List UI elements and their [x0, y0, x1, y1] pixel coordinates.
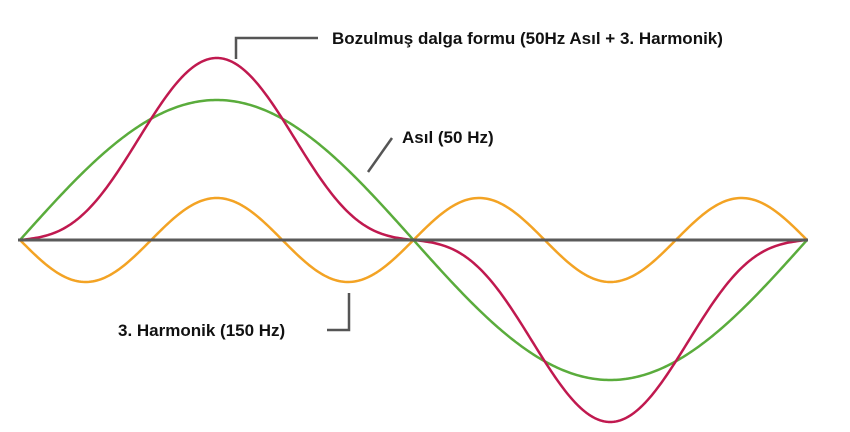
distorted-waveform-label: Bozulmuş dalga formu (50Hz Asıl + 3. Har…	[332, 29, 723, 48]
distorted-leader-line	[234, 36, 318, 59]
fundamental-leader-line	[366, 137, 394, 173]
fundamental-waveform-label: Asıl (50 Hz)	[402, 128, 494, 147]
harmonic-waveform-label: 3. Harmonik (150 Hz)	[118, 321, 285, 340]
harmonic-leader-line	[327, 293, 351, 332]
